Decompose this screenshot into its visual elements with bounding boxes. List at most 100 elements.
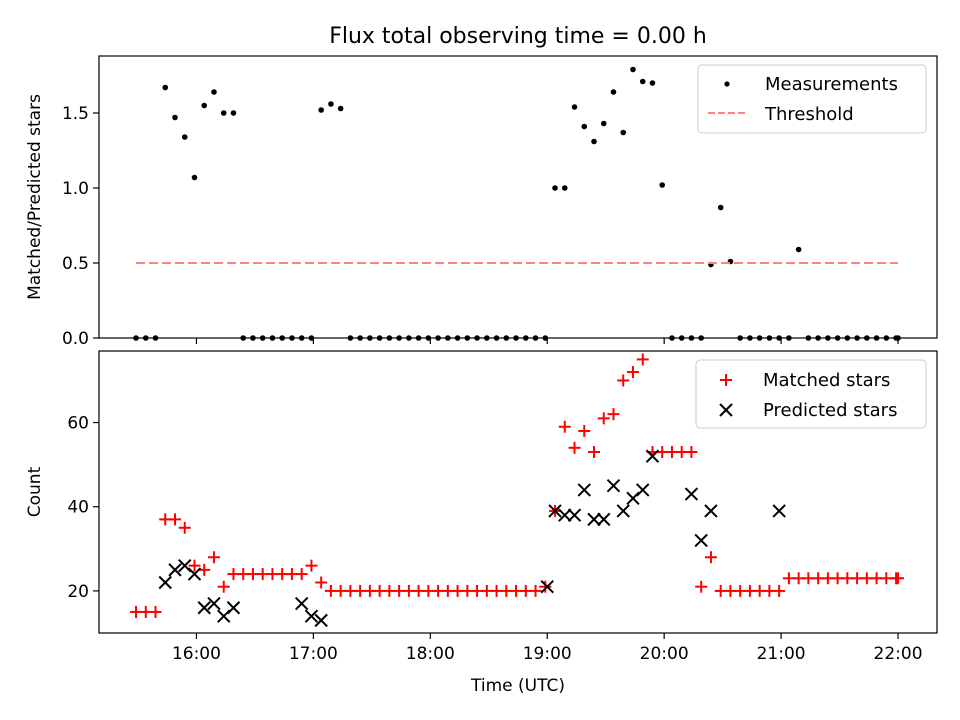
measurement-point <box>883 335 890 341</box>
bottom-x-tick-label: 20:00 <box>640 644 689 664</box>
measurement-point <box>347 335 354 341</box>
bottom-x-tick-label: 17:00 <box>289 644 338 664</box>
measurement-point <box>747 335 753 341</box>
bottom-marks <box>130 353 905 628</box>
measurement-point <box>435 335 441 341</box>
predicted-star-point <box>577 483 591 497</box>
measurement-point <box>298 335 305 341</box>
matched-star-point <box>578 424 591 437</box>
matched-star-point <box>892 572 905 585</box>
matched-star-point <box>295 568 308 581</box>
measurement-point <box>620 129 627 136</box>
measurement-point <box>591 138 597 145</box>
matched-star-point <box>149 605 162 618</box>
top-marks <box>133 66 901 341</box>
measurement-point <box>581 123 588 130</box>
measurement-point <box>454 335 461 341</box>
matched-star-point <box>558 420 571 433</box>
top-y-tick-label: 1.5 <box>62 104 89 124</box>
measurement-point <box>386 335 393 341</box>
matched-star-point <box>588 446 601 459</box>
predicted-star-point <box>704 504 718 518</box>
measurement-point <box>815 335 821 341</box>
measurement-point <box>133 335 139 341</box>
matched-star-point <box>568 441 581 454</box>
matched-star-point <box>695 580 708 593</box>
measurement-point <box>571 104 578 110</box>
measurement-point <box>406 335 412 341</box>
legend-predicted-label: Predicted stars <box>763 400 897 421</box>
bottom-x-tick-label: 21:00 <box>757 644 806 664</box>
measurement-point <box>162 84 169 91</box>
measurement-point <box>337 105 344 112</box>
legend-threshold-label: Threshold <box>764 104 854 125</box>
top-panel: 0.0 0.5 1.0 1.5 Matched/Predicted stars Mea… <box>25 55 938 349</box>
measurement-point <box>328 101 334 107</box>
measurement-point <box>415 335 422 341</box>
predicted-star-point <box>694 533 708 548</box>
measurement-point <box>289 335 295 341</box>
matched-star-point <box>315 576 328 589</box>
measurement-point <box>396 335 402 341</box>
predicted-star-point <box>558 508 572 522</box>
measurement-point <box>484 335 490 341</box>
matched-star-point <box>773 584 786 597</box>
bottom-y-ticks: 20 40 60 <box>67 414 99 602</box>
measurement-point <box>220 110 227 116</box>
measurement-point <box>698 335 704 341</box>
bottom-y-tick-label: 40 <box>67 498 89 518</box>
measurement-point <box>873 335 880 341</box>
measurement-point <box>552 185 558 191</box>
predicted-star-point <box>158 575 172 590</box>
measurement-point <box>825 335 831 341</box>
predicted-star-point <box>645 449 660 463</box>
measurement-point <box>610 89 617 95</box>
measurement-point <box>191 174 198 181</box>
measurement-point <box>805 335 812 341</box>
legend-predicted-marker <box>719 403 733 417</box>
bottom-legend-box <box>695 359 927 429</box>
measurement-point <box>376 335 383 341</box>
bottom-x-tick-label: 22:00 <box>874 644 923 664</box>
measurement-point <box>532 335 539 341</box>
predicted-star-point <box>304 609 319 623</box>
measurement-point <box>786 335 792 341</box>
bottom-y-tick-label: 20 <box>67 582 89 602</box>
matched-star-point <box>529 584 542 597</box>
measurement-point <box>279 335 285 341</box>
bottom-x-tick-label: 16:00 <box>172 644 221 664</box>
measurement-point <box>357 335 363 341</box>
measurement-point <box>854 335 860 341</box>
matched-star-point <box>169 513 182 526</box>
measurement-point <box>464 335 471 341</box>
top-legend-box <box>697 64 927 134</box>
measurement-point <box>600 120 607 127</box>
measurement-point <box>474 335 480 341</box>
top-y-tick-label: 1.0 <box>62 179 89 199</box>
legend-matched-label: Matched stars <box>763 370 890 391</box>
predicted-star-point <box>226 601 241 615</box>
predicted-star-point <box>587 512 601 527</box>
bottom-x-ticks: 16:00 17:00 18:00 19:00 20:00 21:00 22:00 <box>172 633 923 664</box>
matched-star-point <box>188 559 201 572</box>
top-y-tick-label: 0.5 <box>62 254 89 274</box>
measurement-point <box>766 335 773 341</box>
legend-matched-marker <box>720 374 732 386</box>
bottom-y-axis-label: Count <box>25 466 45 517</box>
top-y-axis-label: Matched/Predicted stars <box>25 94 45 300</box>
measurement-point <box>864 335 870 341</box>
measurement-point <box>152 335 159 341</box>
measurement-point <box>756 335 763 341</box>
predicted-star-point <box>314 613 328 628</box>
matched-star-point <box>704 551 717 564</box>
measurement-point <box>230 110 237 116</box>
predicted-star-point <box>772 504 786 518</box>
matched-star-point <box>597 412 610 425</box>
legend-measurements-label: Measurements <box>765 74 898 95</box>
bottom-y-tick-label: 60 <box>67 414 89 434</box>
matched-star-point <box>217 580 230 593</box>
predicted-star-point <box>294 596 309 611</box>
matched-star-point <box>617 374 630 387</box>
predicted-star-point <box>540 579 554 594</box>
